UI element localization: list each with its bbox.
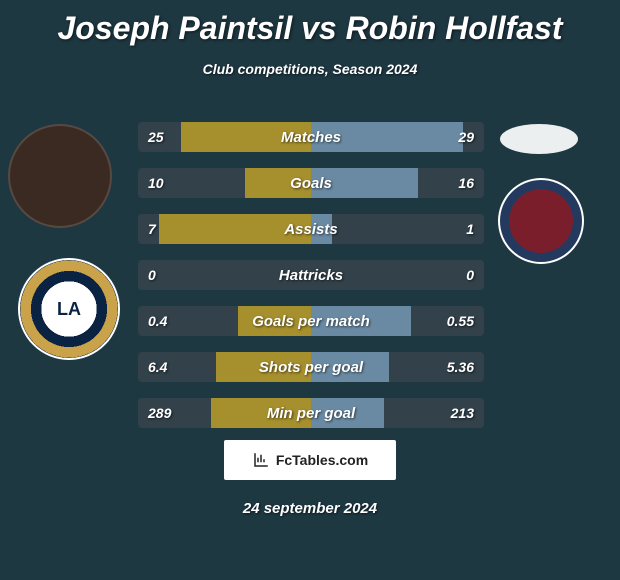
stat-label: Assists [138, 221, 484, 238]
player-avatar-left [8, 124, 112, 228]
chart-icon [252, 451, 270, 469]
stat-label: Matches [138, 129, 484, 146]
stat-row: 71Assists [138, 214, 484, 244]
stat-row: 0.40.55Goals per match [138, 306, 484, 336]
club-badge-right [498, 178, 584, 264]
flag-oval-right [500, 124, 578, 154]
stat-label: Hattricks [138, 267, 484, 284]
watermark-badge: FcTables.com [224, 440, 396, 480]
la-galaxy-icon: LA [20, 260, 118, 358]
stat-label: Shots per goal [138, 359, 484, 376]
stat-label: Goals per match [138, 313, 484, 330]
stat-row: 00Hattricks [138, 260, 484, 290]
page-subtitle: Club competitions, Season 2024 [0, 61, 620, 77]
date-text: 24 september 2024 [0, 500, 620, 517]
colorado-rapids-icon [500, 180, 582, 262]
stat-row: 289213Min per goal [138, 398, 484, 428]
stats-comparison: 2529Matches 1016Goals 71Assists 00Hattricks… [138, 122, 484, 444]
stat-label: Min per goal [138, 405, 484, 422]
club-badge-left: LA [18, 258, 120, 360]
stat-row: 6.45.36Shots per goal [138, 352, 484, 382]
page-title: Joseph Paintsil vs Robin Hollfast [0, 0, 620, 47]
badge-text: LA [57, 299, 81, 320]
stat-label: Goals [138, 175, 484, 192]
watermark-text: FcTables.com [276, 452, 368, 468]
stat-row: 2529Matches [138, 122, 484, 152]
stat-row: 1016Goals [138, 168, 484, 198]
